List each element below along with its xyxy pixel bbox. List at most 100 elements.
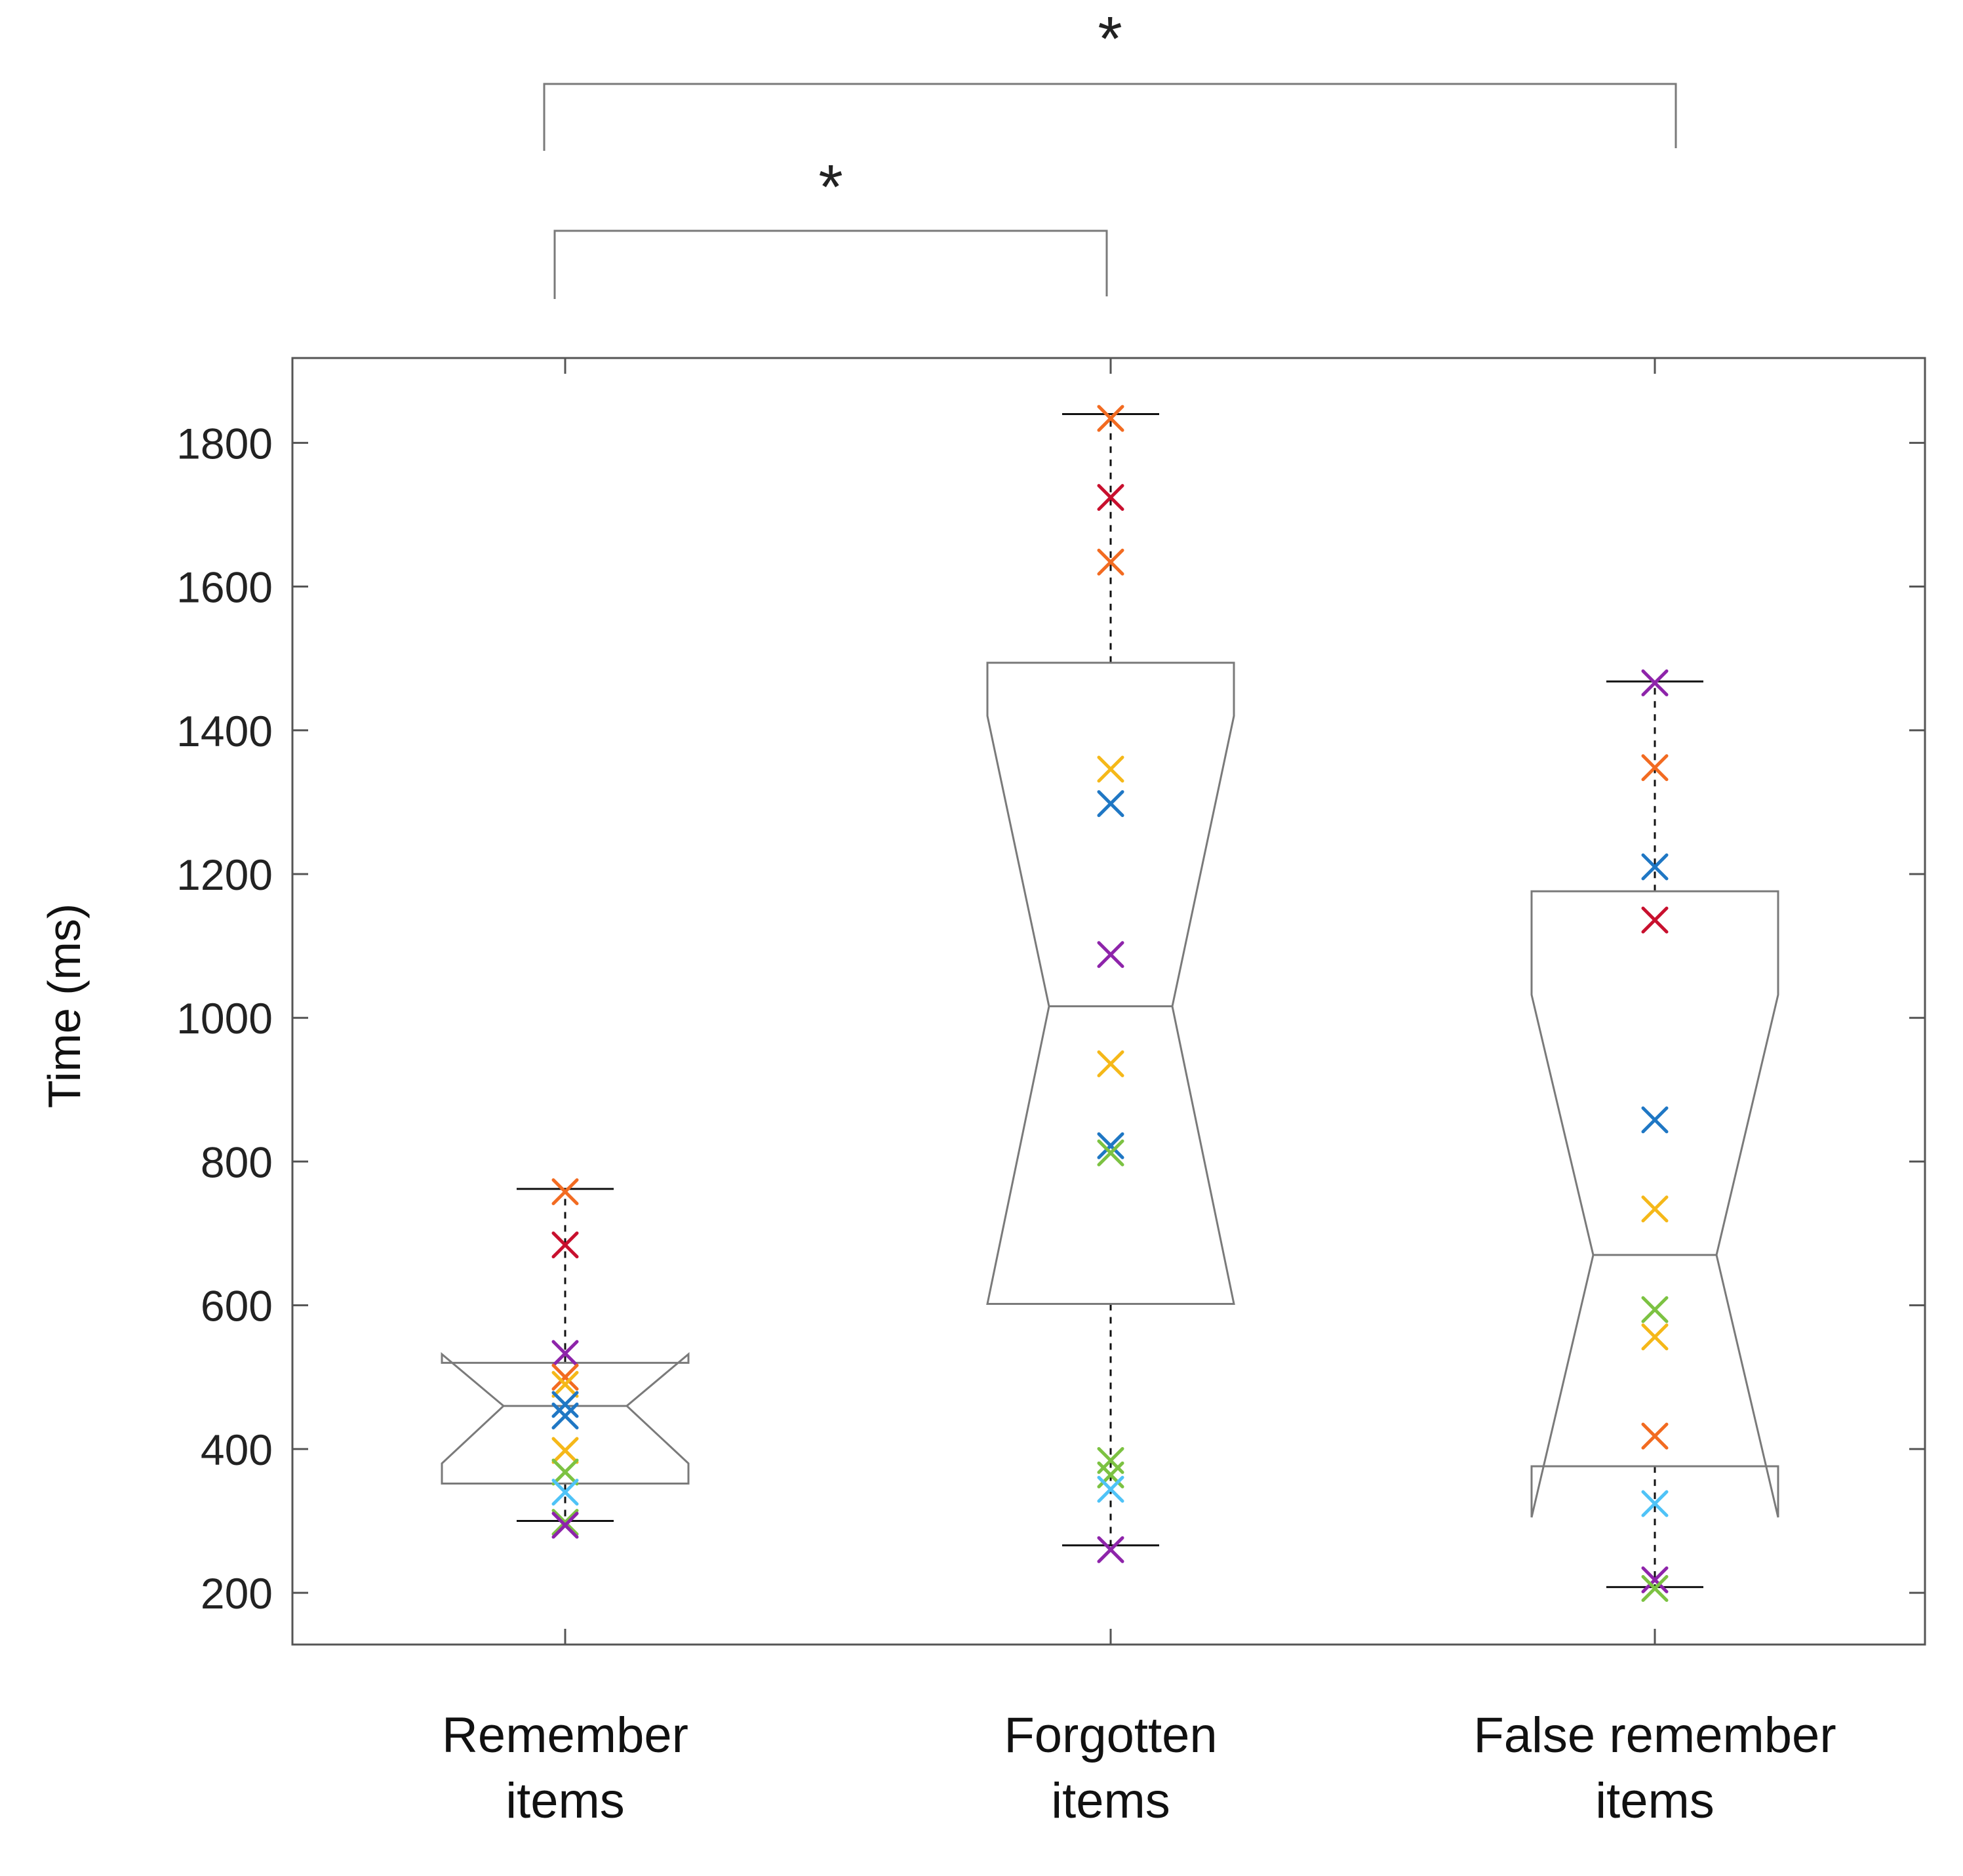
data-point-stroke bbox=[1641, 1296, 1669, 1323]
category-label-line1: Forgotten bbox=[1004, 1707, 1217, 1763]
data-point bbox=[551, 1479, 579, 1506]
data-point-stroke bbox=[1641, 1422, 1669, 1450]
significance-label: * bbox=[1098, 4, 1122, 74]
data-point bbox=[1097, 755, 1124, 783]
data-point-stroke bbox=[1641, 853, 1669, 881]
data-point-stroke bbox=[1641, 1490, 1669, 1517]
data-point bbox=[551, 1363, 579, 1391]
data-point bbox=[1097, 1139, 1124, 1167]
category-label-line1: False remember bbox=[1473, 1707, 1836, 1763]
data-point-stroke bbox=[551, 1509, 579, 1536]
data-point-stroke bbox=[551, 1479, 579, 1506]
category-label-line2: items bbox=[1051, 1773, 1170, 1829]
data-point bbox=[1641, 1566, 1669, 1593]
data-point bbox=[1641, 1490, 1669, 1517]
data-point bbox=[1097, 790, 1124, 818]
data-point bbox=[1097, 1050, 1124, 1077]
y-axis-label: Time (ms) bbox=[39, 904, 90, 1108]
data-point-stroke bbox=[1641, 1566, 1669, 1593]
data-point bbox=[1641, 1296, 1669, 1323]
data-point-stroke bbox=[551, 1391, 579, 1418]
data-point-stroke bbox=[1097, 548, 1124, 576]
data-point bbox=[1641, 1575, 1669, 1603]
data-point-stroke bbox=[1097, 790, 1124, 818]
data-point bbox=[1641, 669, 1669, 696]
data-point-stroke bbox=[551, 1363, 579, 1391]
data-point bbox=[551, 1402, 579, 1429]
data-point-stroke bbox=[1641, 1195, 1669, 1223]
box-group bbox=[441, 412, 1779, 1588]
y-tick-label: 1000 bbox=[176, 994, 273, 1043]
x-axis: Remember items Forgotten items False remembe… bbox=[442, 358, 1836, 1829]
point-group bbox=[551, 405, 1669, 1603]
category-label-line2: items bbox=[1595, 1773, 1715, 1829]
box-outline bbox=[441, 1351, 690, 1485]
significance-label: * bbox=[818, 152, 843, 222]
data-point-stroke bbox=[551, 1340, 579, 1367]
bracket-line bbox=[543, 83, 1677, 151]
data-point bbox=[1097, 405, 1124, 432]
data-point-stroke bbox=[1641, 1106, 1669, 1134]
y-axis: 200 400 600 800 1000 1200 1400 1600 1800 bbox=[176, 419, 1925, 1618]
data-point bbox=[1641, 1106, 1669, 1134]
data-point bbox=[1641, 754, 1669, 782]
plot-frame bbox=[291, 357, 1926, 1646]
data-point-stroke bbox=[1641, 669, 1669, 696]
data-point bbox=[1097, 1536, 1124, 1563]
data-point bbox=[1097, 941, 1124, 968]
data-point-stroke bbox=[551, 1437, 579, 1464]
y-tick-label: 1800 bbox=[176, 419, 273, 468]
y-tick-label: 1400 bbox=[176, 707, 273, 755]
y-tick-label: 200 bbox=[201, 1569, 273, 1618]
data-point bbox=[1641, 906, 1669, 934]
data-point bbox=[1641, 1422, 1669, 1450]
data-point-stroke bbox=[551, 1458, 579, 1486]
data-point bbox=[551, 1511, 579, 1539]
y-tick-label: 1200 bbox=[176, 850, 273, 899]
data-point bbox=[1641, 1195, 1669, 1223]
data-point-stroke bbox=[1097, 405, 1124, 432]
bracket-line bbox=[553, 230, 1108, 299]
data-point-stroke bbox=[1097, 1536, 1124, 1563]
data-point bbox=[1097, 1475, 1124, 1503]
data-point bbox=[551, 1458, 579, 1486]
y-tick-label: 800 bbox=[201, 1138, 273, 1186]
box-2 bbox=[1530, 680, 1779, 1588]
data-point-stroke bbox=[551, 1402, 579, 1429]
data-point bbox=[1097, 548, 1124, 576]
data-point bbox=[1097, 1132, 1124, 1159]
data-point-stroke bbox=[1097, 755, 1124, 783]
data-point bbox=[551, 1509, 579, 1536]
data-point-stroke bbox=[551, 1231, 579, 1259]
data-point-stroke bbox=[1641, 906, 1669, 934]
data-point-stroke bbox=[1097, 484, 1124, 511]
y-tick-label: 600 bbox=[201, 1282, 273, 1330]
data-point bbox=[551, 1437, 579, 1464]
data-point-stroke bbox=[551, 1511, 579, 1539]
box-1 bbox=[986, 412, 1235, 1547]
data-point-stroke bbox=[551, 1178, 579, 1205]
data-point bbox=[551, 1231, 579, 1259]
data-point-stroke bbox=[1641, 754, 1669, 782]
significance-bracket-0: * bbox=[543, 4, 1677, 151]
data-point-stroke bbox=[1097, 1132, 1124, 1159]
box-outline bbox=[986, 662, 1235, 1305]
category-label-line2: items bbox=[506, 1773, 625, 1829]
data-point bbox=[1641, 853, 1669, 881]
data-point-stroke bbox=[1641, 1575, 1669, 1603]
data-point-stroke bbox=[1097, 941, 1124, 968]
data-point-stroke bbox=[551, 1370, 579, 1398]
data-point-stroke bbox=[1097, 1050, 1124, 1077]
data-point-stroke bbox=[1097, 1139, 1124, 1167]
box-outline bbox=[1530, 890, 1779, 1518]
box-0 bbox=[441, 1187, 690, 1522]
y-tick-label: 1600 bbox=[176, 563, 273, 612]
y-tick-label: 400 bbox=[201, 1426, 273, 1474]
category-label-line1: Remember bbox=[442, 1707, 688, 1763]
data-point bbox=[551, 1370, 579, 1398]
data-point bbox=[1097, 484, 1124, 511]
data-point bbox=[551, 1340, 579, 1367]
data-point bbox=[551, 1178, 579, 1205]
